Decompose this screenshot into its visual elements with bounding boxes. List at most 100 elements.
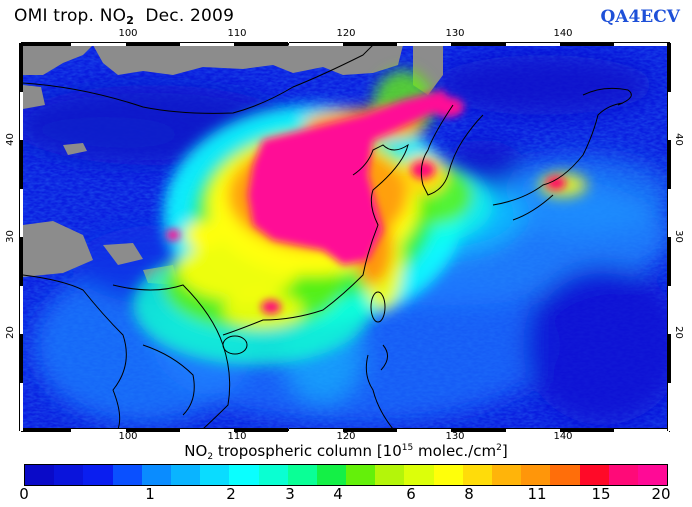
- lon-label-top: 140: [553, 28, 573, 39]
- tick-segment: [288, 428, 343, 432]
- colorbar-swatch: [316, 465, 347, 485]
- tick-segment: [19, 334, 23, 383]
- colorbar-swatch: [608, 465, 638, 485]
- tick-segment: [505, 42, 560, 46]
- colorbar-tick-label: 1: [145, 485, 155, 503]
- colorbar-tick-label: 3: [285, 485, 295, 503]
- tick-segment: [71, 42, 126, 46]
- colorbar-swatch: [404, 465, 434, 485]
- title-date: Dec. 2009: [134, 6, 235, 26]
- tick-segment: [451, 42, 506, 46]
- colorbar-swatch: [54, 465, 84, 485]
- tick-segment: [397, 428, 452, 432]
- colorbar-swatch: [433, 465, 463, 485]
- tick-segment: [667, 91, 671, 140]
- lon-label-top: 110: [227, 28, 247, 39]
- coastlines: [23, 45, 632, 429]
- colorbar-tick-label: 0: [19, 485, 29, 503]
- lat-label-right: 30: [672, 230, 684, 243]
- lat-label-left: 20: [4, 326, 16, 339]
- colorbar-swatch: [112, 465, 142, 485]
- tick-segment: [560, 42, 615, 46]
- tick-segment: [342, 42, 398, 46]
- lon-label-top: 130: [445, 28, 465, 39]
- lon-label-top: 100: [118, 28, 138, 39]
- tick-segment: [614, 42, 669, 46]
- tick-segment: [667, 382, 671, 431]
- tick-segment: [667, 285, 671, 334]
- lat-label-right: 20: [672, 326, 684, 339]
- title-subscript: 2: [126, 14, 135, 27]
- lat-label-right: 40: [672, 133, 684, 146]
- colorbar-swatch: [492, 465, 522, 485]
- lat-label-left: 30: [4, 230, 16, 243]
- frame-tickbar-top: [21, 42, 670, 46]
- colorbar-tick-label: 8: [464, 485, 474, 503]
- lon-label-bottom: 140: [553, 431, 573, 442]
- tick-segment: [614, 428, 669, 432]
- colorbar-tick-label: 6: [406, 485, 416, 503]
- tick-segment: [21, 42, 72, 46]
- tick-segment: [667, 334, 671, 383]
- colorbar-tick-label: 2: [226, 485, 236, 503]
- title-text: OMI trop. NO: [14, 6, 127, 26]
- lon-label-bottom: 120: [336, 431, 356, 442]
- frame-tickbar-left: [19, 43, 23, 431]
- tick-segment: [397, 42, 452, 46]
- colorbar-swatch: [462, 465, 492, 485]
- tick-segment: [505, 428, 560, 432]
- tick-segment: [19, 140, 23, 189]
- colorbar-title-no: NO: [184, 442, 208, 460]
- tick-segment: [19, 285, 23, 334]
- lon-label-bottom: 110: [227, 431, 247, 442]
- lat-label-left: 40: [4, 133, 16, 146]
- tick-segment: [667, 43, 671, 92]
- colorbar-swatch: [83, 465, 113, 485]
- tick-segment: [179, 428, 235, 432]
- brand-label: QA4ECV: [600, 7, 680, 27]
- colorbar-title-exp: 15: [401, 443, 414, 453]
- colorbar-tick-label: 20: [651, 485, 671, 503]
- tick-segment: [342, 428, 398, 432]
- colorbar-swatch: [550, 465, 580, 485]
- colorbar-title-end: ]: [501, 442, 508, 460]
- tick-segment: [125, 42, 180, 46]
- lon-label-bottom: 130: [445, 431, 465, 442]
- tick-segment: [234, 428, 289, 432]
- no2-heatmap-svg: [23, 45, 668, 429]
- colorbar-title-exp2: 2: [496, 443, 502, 453]
- colorbar-tick-label: 11: [527, 485, 547, 503]
- colorbar-swatch: [346, 465, 376, 485]
- tick-segment: [19, 237, 23, 286]
- map-title: OMI trop. NO2 Dec. 2009: [14, 6, 234, 27]
- colorbar-swatch: [229, 465, 259, 485]
- lon-label-top: 120: [336, 28, 356, 39]
- tick-segment: [19, 188, 23, 237]
- colorbar-title-sub: 2: [207, 452, 214, 462]
- colorbar-swatch: [25, 465, 55, 485]
- colorbar-tick-label: 4: [333, 485, 343, 503]
- colorbar-swatch: [375, 465, 405, 485]
- frame-tickbar-bottom: [21, 428, 670, 432]
- colorbar-title-mid: tropospheric column [10: [213, 442, 402, 460]
- colorbar-swatch: [258, 465, 288, 485]
- tick-segment: [19, 91, 23, 140]
- tick-segment: [560, 428, 615, 432]
- tick-segment: [451, 428, 506, 432]
- tick-segment: [667, 140, 671, 189]
- colorbar-swatch: [521, 465, 551, 485]
- lon-label-bottom: 100: [118, 431, 138, 442]
- tick-segment: [288, 42, 343, 46]
- tick-segment: [19, 382, 23, 431]
- colorbar-tick-label: 15: [591, 485, 611, 503]
- colorbar-swatch: [170, 465, 201, 485]
- tick-segment: [21, 428, 72, 432]
- colorbar: [24, 464, 668, 486]
- tick-segment: [667, 188, 671, 237]
- colorbar-title: NO2 tropospheric column [1015 molec./cm2…: [0, 442, 692, 462]
- colorbar-swatch: [141, 465, 171, 485]
- no2-map: [21, 43, 670, 431]
- tick-segment: [19, 43, 23, 92]
- colorbar-title-unit: molec./cm: [413, 442, 497, 460]
- tick-segment: [71, 428, 126, 432]
